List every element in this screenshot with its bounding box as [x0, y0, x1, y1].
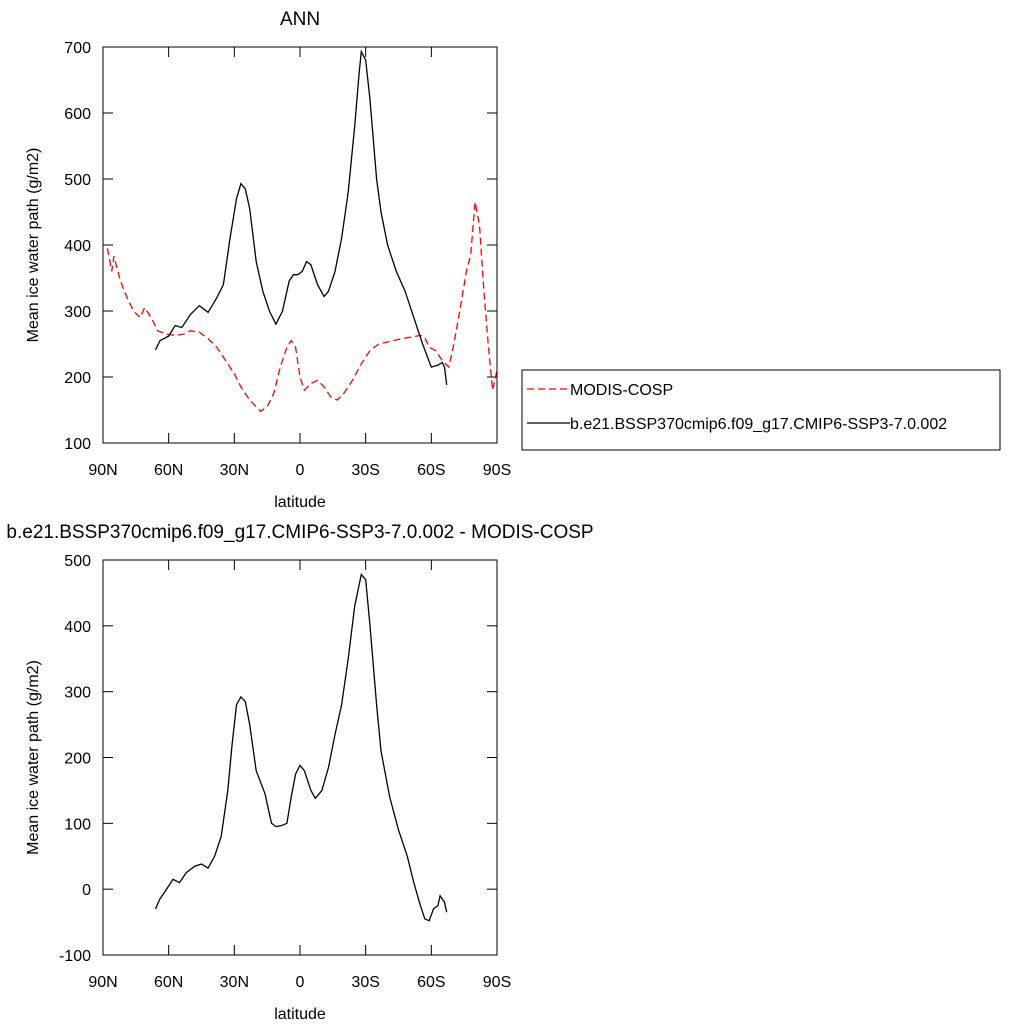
- y-axis-label: Mean ice water path (g/m2): [25, 148, 42, 343]
- y-tick-label: 100: [64, 816, 91, 833]
- chart-title: ANN: [280, 9, 320, 30]
- y-axis-label: Mean ice water path (g/m2): [25, 660, 42, 855]
- x-tick-label: 30N: [220, 974, 249, 991]
- data-line: [106, 201, 498, 413]
- plot-frame: [102, 46, 498, 444]
- x-tick-label: 90S: [483, 974, 511, 991]
- y-tick-label: 500: [64, 553, 91, 570]
- y-tick-label: 600: [64, 106, 91, 123]
- x-tick-label: 30S: [351, 462, 379, 479]
- y-tick-label: 200: [64, 751, 91, 768]
- x-tick-label: 90N: [88, 974, 117, 991]
- x-axis-label: latitude: [274, 1006, 326, 1023]
- y-tick-label: 200: [64, 370, 91, 387]
- y-tick-label: 100: [64, 436, 91, 453]
- legend-label: b.e21.BSSP370cmip6.f09_g17.CMIP6-SSP3-7.…: [570, 416, 947, 433]
- chart-title: b.e21.BSSP370cmip6.f09_g17.CMIP6-SSP3-7.…: [6, 522, 593, 543]
- x-tick-label: 60N: [154, 974, 183, 991]
- plot-frame: [102, 559, 498, 956]
- x-tick-label: 30S: [351, 974, 379, 991]
- x-tick-label: 90N: [88, 462, 117, 479]
- x-tick-label: 60N: [154, 462, 183, 479]
- y-tick-label: 500: [64, 172, 91, 189]
- data-line: [154, 49, 448, 385]
- x-tick-label: 0: [296, 462, 305, 479]
- y-tick-label: 0: [82, 882, 91, 899]
- x-tick-label: 60S: [417, 462, 445, 479]
- y-tick-label: -100: [59, 948, 91, 965]
- y-tick-label: 400: [64, 619, 91, 636]
- x-tick-label: 30N: [220, 462, 249, 479]
- y-tick-label: 300: [64, 304, 91, 321]
- data-line: [154, 573, 448, 922]
- y-tick-label: 300: [64, 685, 91, 702]
- x-tick-label: 60S: [417, 974, 445, 991]
- legend-box: [521, 369, 1001, 451]
- x-axis-label: latitude: [274, 494, 326, 511]
- y-tick-label: 400: [64, 238, 91, 255]
- x-tick-label: 90S: [483, 462, 511, 479]
- x-tick-label: 0: [296, 974, 305, 991]
- y-tick-label: 700: [64, 40, 91, 57]
- legend-label: MODIS-COSP: [570, 382, 673, 399]
